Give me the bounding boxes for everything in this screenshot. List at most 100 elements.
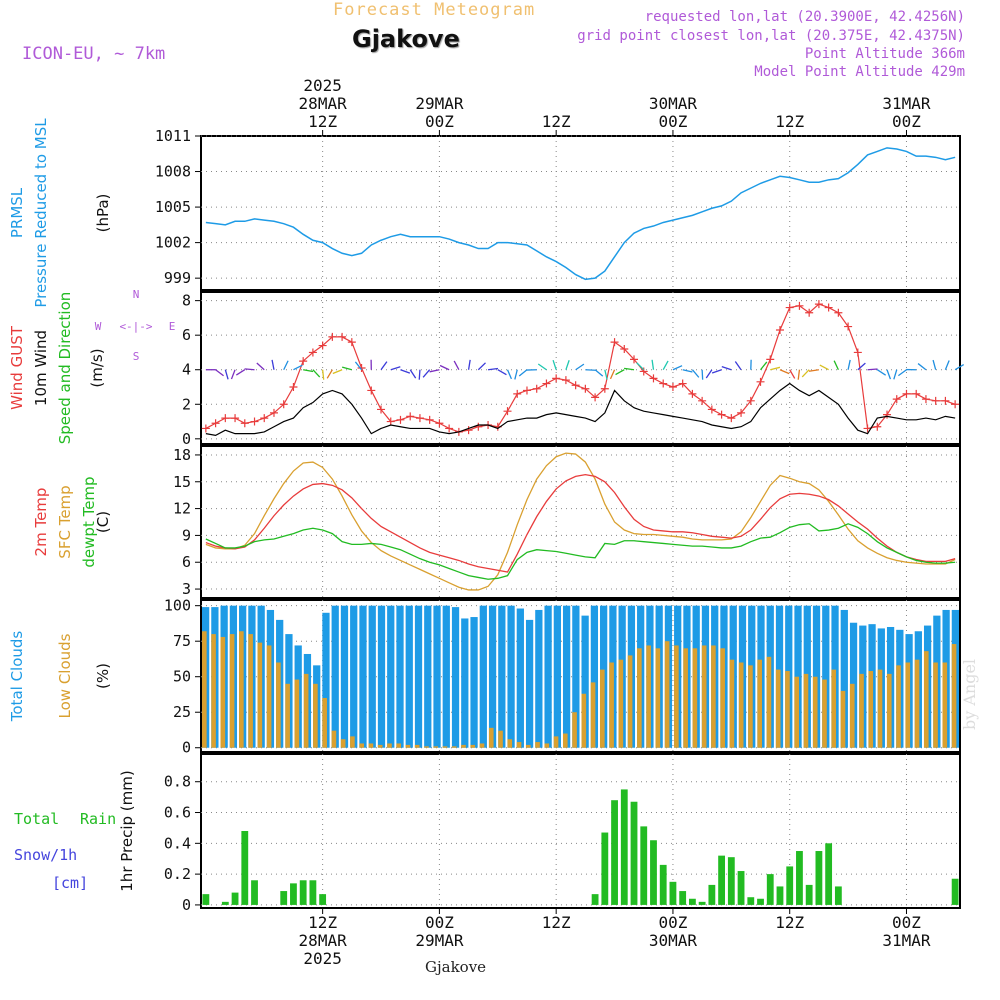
bar-total-cloud [359,605,367,748]
wind-direction-arrow [615,369,625,376]
bar-low-cloud [766,656,772,748]
ytick-label: 1005 [155,198,191,216]
gust-point [873,422,882,431]
gust-point [678,379,687,388]
series-line-sfc-temp [205,452,956,591]
ytick-label: 50 [173,668,191,686]
wind-direction-arrow [760,361,768,371]
bar-total-cloud [553,605,561,748]
bar-low-cloud [350,736,355,748]
bottom-time-label: 2025 [303,949,342,968]
bar-low-cloud [322,698,327,748]
gust-point [844,322,853,331]
bottom-time-label: 30MAR [649,931,698,950]
gust-point [775,326,784,334]
gust-point [279,400,288,409]
bar-rain [766,874,774,905]
bar-low-cloud [387,743,392,748]
wind-direction-arrow [235,369,246,376]
bar-total-cloud [331,605,339,748]
wind-direction-arrow [886,369,892,380]
gust-point [435,419,444,428]
wind-direction-arrow [770,366,781,371]
bar-total-cloud [516,608,524,748]
wind-direction-arrow [409,369,417,379]
panel-frame-clouds [200,599,961,753]
bar-low-cloud [470,744,476,748]
gust-point [464,426,473,435]
ytick-label: 8 [182,292,191,310]
precip-label-rain: Rain [80,810,116,828]
bottom-time-label: 00Z [425,913,454,932]
bar-rain [650,840,657,905]
bar-total-cloud [581,615,589,748]
wind-direction-arrow [326,369,333,379]
bar-low-cloud [507,739,513,748]
bar-rain [834,886,842,905]
wind-direction-arrow [429,369,440,373]
gust-point [814,300,823,309]
wind-direction-arrow [354,361,363,371]
wind-direction-arrow [609,369,616,380]
gust-point [668,383,677,391]
bar-low-cloud [229,634,235,748]
bar-low-cloud [424,746,429,748]
bar-low-cloud [202,631,207,748]
bar-low-cloud [794,676,800,748]
gust-point [951,400,960,409]
ytick-label: 25 [173,703,191,721]
wind-direction-arrow [537,363,547,371]
wind-direction-arrow [585,369,596,371]
axis-ticks [195,130,907,914]
direction-legend-e: E [169,320,176,333]
wind-direction-arrow [682,369,693,373]
bar-rain [231,892,239,905]
bar-low-cloud [340,739,346,748]
bar-low-cloud [294,679,300,748]
bar-total-cloud [822,605,830,748]
bar-low-cloud [451,746,457,748]
ytick-label: 0 [182,739,191,757]
top-time-label: 30MAR [649,94,698,113]
wind-direction-arrow [244,368,255,371]
gust-point [269,408,278,417]
wind-direction-arrow [341,366,352,371]
bar-low-cloud [951,644,957,748]
bar-total-cloud [470,617,478,748]
bar-total-cloud [442,605,450,748]
gust-point [406,412,415,421]
bar-low-cloud [720,648,725,748]
gust-point [824,303,833,312]
wind-direction-arrow [321,369,325,380]
gust-point [805,308,814,317]
ytick-label: 999 [164,269,191,287]
wind-direction-arrow [954,364,965,371]
model-label: ICON-EU, ~ 7km [22,44,166,64]
bottom-time-label: 12Z [775,913,804,932]
gust-point [600,384,609,393]
bar-total-cloud [544,605,552,748]
wind-direction-arrow [312,369,321,378]
bar-total-cloud [451,607,460,748]
gust-point [902,389,911,398]
wind-direction-arrow [711,369,722,374]
bar-total-cloud [340,605,349,748]
series-line-prmsl [205,147,956,281]
bar-rain [698,901,706,905]
point-altitude: Point Altitude 366m [804,46,965,62]
ytick-label: 0 [182,430,191,448]
wind-direction-arrow [293,364,303,371]
wind-direction-arrow [857,362,866,371]
wind-direction-arrow [467,359,471,370]
ytick-label: 100 [164,597,191,615]
bar-low-cloud [331,730,337,748]
bar-low-cloud [655,648,661,748]
bar-low-cloud [905,662,911,748]
wind-direction-arrow [271,359,275,370]
gust-point [231,414,240,423]
bottom-time-label: 12Z [542,913,571,932]
wind-direction-arrow [636,362,645,371]
top-time-label: 00Z [425,112,454,131]
wind-direction-arrow [418,369,421,380]
